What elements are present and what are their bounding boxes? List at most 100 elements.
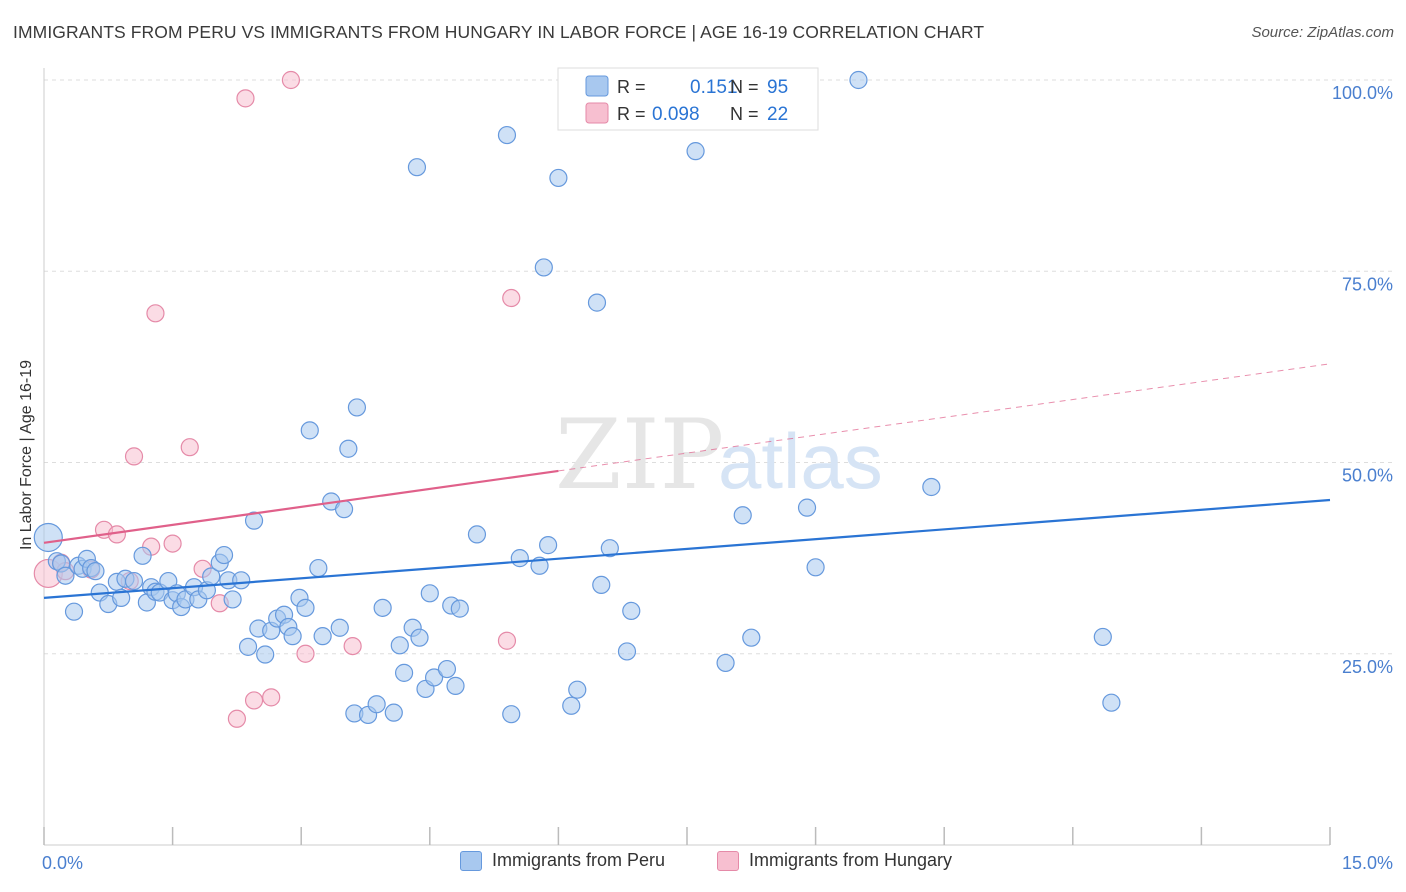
peru-point <box>309 558 328 578</box>
peru-point <box>600 539 619 558</box>
peru-point <box>549 168 568 188</box>
legend-item-peru: Immigrants from Peru <box>460 850 665 871</box>
peru-point <box>133 546 152 565</box>
peru-point <box>568 680 587 699</box>
legend-hungary-n-value: 22 <box>767 104 788 125</box>
legend-peru-swatch <box>585 75 609 97</box>
peru-point <box>256 645 275 664</box>
legend-item-hungary: Immigrants from Hungary <box>717 850 952 871</box>
legend-bottom: Immigrants from Peru Immigrants from Hun… <box>0 850 1406 880</box>
legend-peru-n-label: N = <box>730 77 759 97</box>
peru-point <box>622 601 641 621</box>
peru-trendline <box>43 498 1331 600</box>
peru-point <box>922 477 941 497</box>
hungary-point <box>146 304 165 323</box>
chart-title: IMMIGRANTS FROM PERU VS IMMIGRANTS FROM … <box>13 22 985 42</box>
peru-point <box>347 398 367 417</box>
legend-peru-r-label: R = <box>617 77 646 97</box>
peru-point <box>534 258 553 277</box>
hungary-point <box>244 691 264 710</box>
peru-point <box>716 653 735 673</box>
peru-point <box>617 642 637 661</box>
watermark: ZIP atlas <box>555 399 883 511</box>
peru-point <box>214 545 234 565</box>
hungary-point <box>180 438 199 457</box>
peru-point <box>232 571 251 590</box>
x-tick-label: 0.0% <box>42 853 83 873</box>
peru-point <box>330 618 349 637</box>
peru-point <box>64 602 84 621</box>
source-label: Source: ZipAtlas.com <box>1251 24 1394 41</box>
peru-point <box>733 506 752 525</box>
peru-point <box>244 511 264 530</box>
peru-point <box>446 676 465 695</box>
hungary-point <box>497 631 517 650</box>
hungary-point <box>281 70 301 90</box>
legend-hungary-swatch <box>585 102 609 124</box>
watermark-zip: ZIP <box>555 399 724 511</box>
peru-point <box>313 627 332 646</box>
peru-point <box>223 590 242 609</box>
peru-point <box>797 498 817 517</box>
legend-peru-n-value: 95 <box>767 77 788 98</box>
legend-peru-swatch-bottom <box>460 850 482 871</box>
peru-point <box>407 158 427 177</box>
axes <box>43 68 1331 846</box>
peru-point <box>450 599 469 618</box>
peru-point <box>510 549 529 568</box>
grid <box>44 79 1392 655</box>
peru-point <box>587 293 607 312</box>
legend-hungary-swatch-bottom <box>717 850 739 871</box>
peru-point <box>437 659 457 679</box>
hungary-point <box>227 709 246 728</box>
y-tick-label: 75.0% <box>1342 274 1393 294</box>
y-tick-label: 100.0% <box>1332 83 1393 103</box>
peru-point <box>806 558 825 577</box>
peru-point <box>394 663 414 682</box>
peru-point <box>238 637 258 656</box>
peru-point <box>56 566 75 585</box>
peru-series <box>33 70 1121 725</box>
peru-point <box>686 142 705 161</box>
peru-point <box>467 525 487 544</box>
peru-point <box>334 500 354 519</box>
peru-point <box>373 598 392 617</box>
hungary-point <box>296 644 315 663</box>
legend-peru-label: Immigrants from Peru <box>492 850 666 870</box>
y-tick-label: 50.0% <box>1342 466 1393 486</box>
peru-point <box>539 536 558 555</box>
peru-point <box>849 70 868 90</box>
peru-point <box>112 588 131 608</box>
peru-point <box>497 125 517 145</box>
peru-point <box>420 584 439 603</box>
peru-point <box>1093 627 1112 647</box>
peru-point <box>300 421 319 440</box>
peru-point <box>33 522 63 553</box>
watermark-atlas: atlas <box>718 417 883 505</box>
peru-point <box>296 598 315 617</box>
hungary-trendline-extended <box>558 363 1331 472</box>
peru-point <box>86 562 105 581</box>
peru-point <box>592 575 611 595</box>
peru-point <box>283 627 302 646</box>
hungary-point <box>262 688 281 707</box>
x-tick-label: 15.0% <box>1342 853 1393 873</box>
peru-point <box>367 695 386 714</box>
peru-point <box>424 668 444 687</box>
y-axis-label: In Labor Force | Age 16-19 <box>18 359 35 551</box>
hungary-point <box>124 447 144 466</box>
hungary-trendline <box>43 469 559 544</box>
peru-point <box>502 705 521 724</box>
legend-peru-r-value: 0.151 <box>690 77 738 98</box>
hungary-point <box>163 534 182 553</box>
peru-point <box>1102 693 1121 712</box>
peru-point <box>339 439 358 458</box>
legend-top: R = 0.151 N = 95 R = 0.098 N = 22 <box>557 67 819 131</box>
y-tick-label: 25.0% <box>1342 657 1393 677</box>
peru-point <box>124 571 144 591</box>
legend-hungary-r-value: 0.098 <box>652 104 700 125</box>
legend-hungary-label: Immigrants from Hungary <box>749 850 953 870</box>
peru-point <box>562 696 581 715</box>
legend-hungary-n-label: N = <box>730 104 759 124</box>
